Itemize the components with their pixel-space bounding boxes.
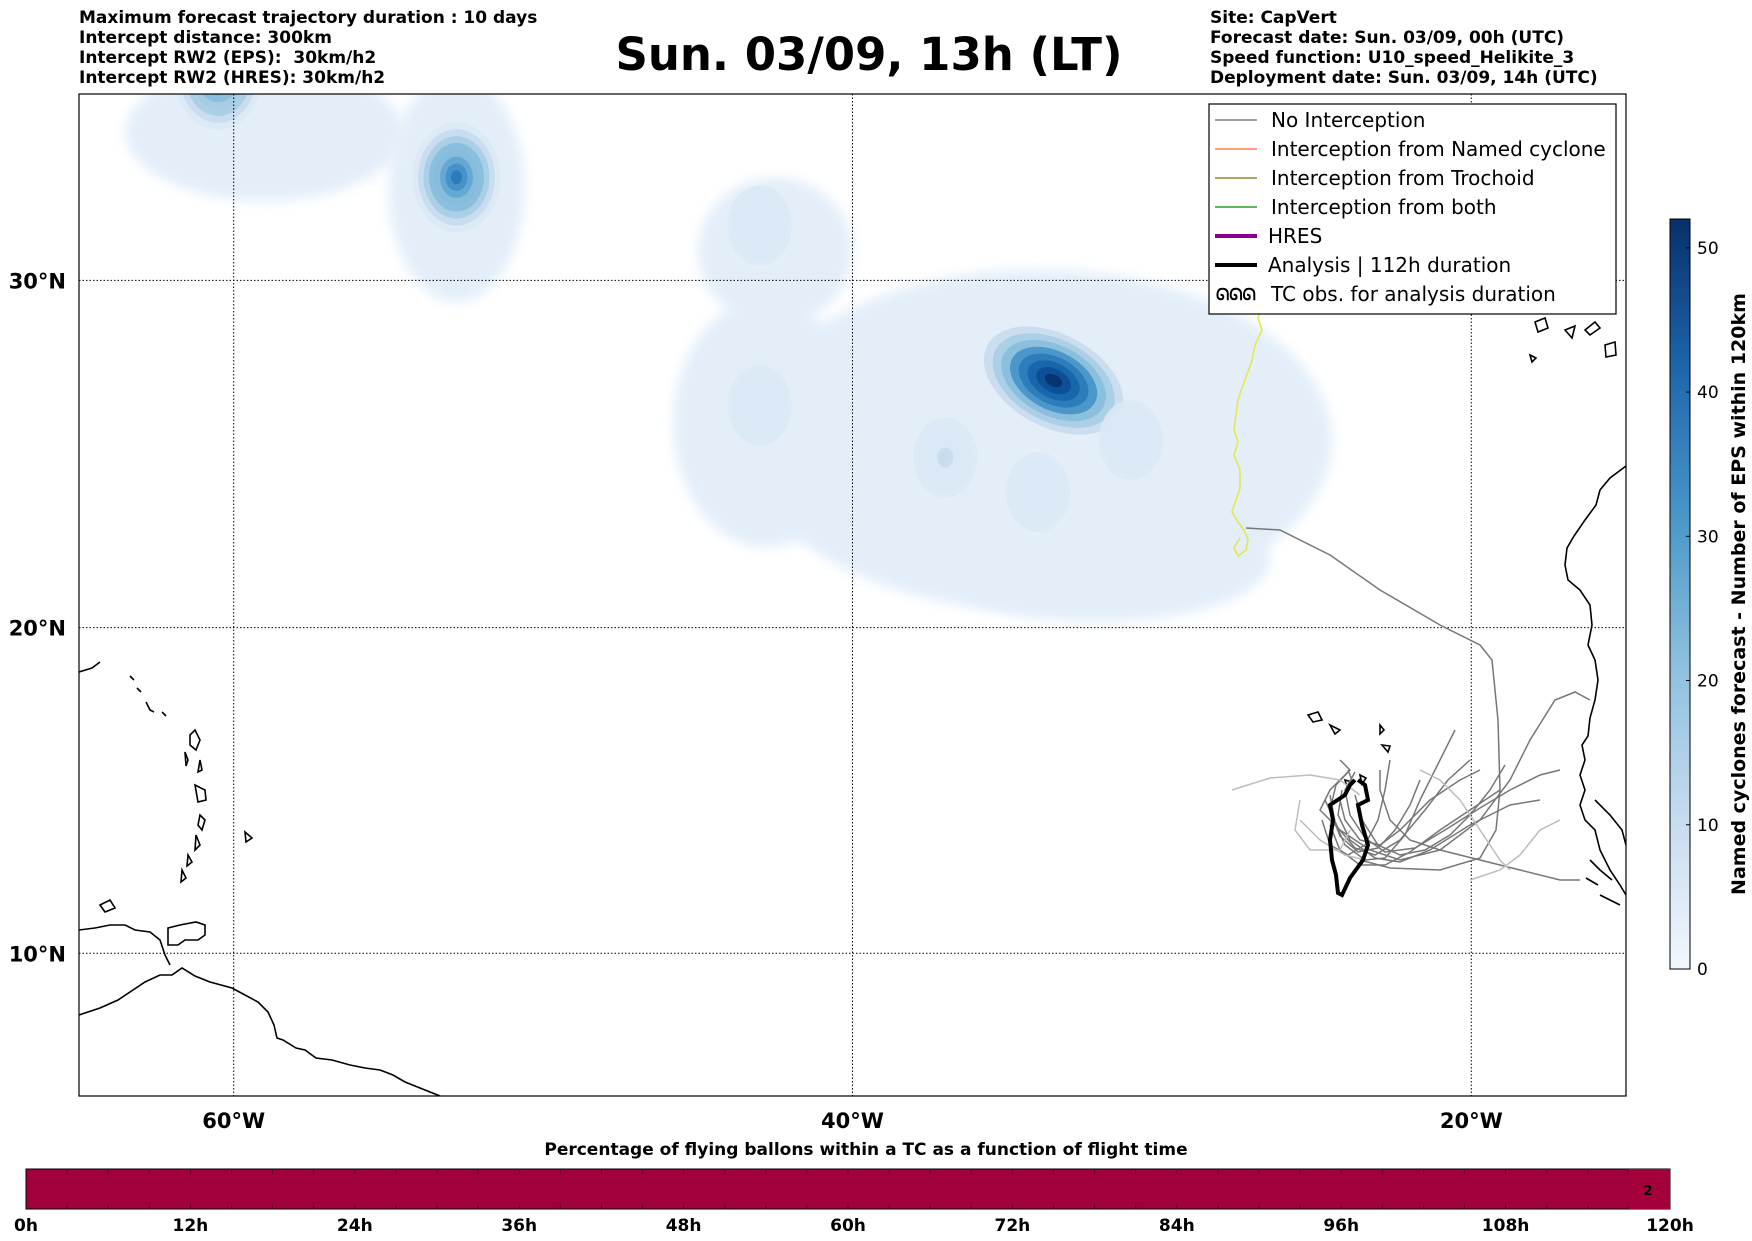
density-contour xyxy=(941,452,950,463)
density-contour xyxy=(212,94,225,96)
map-frame xyxy=(78,93,1627,1097)
colorbar-tick-label: 30 xyxy=(1697,527,1719,547)
header-right-line: Site: CapVert xyxy=(1210,8,1337,28)
density-contour xyxy=(1044,373,1063,388)
timeline-tick-label: 24h xyxy=(337,1216,373,1236)
density-contour xyxy=(1034,487,1043,498)
timeline-last-cell xyxy=(1629,1169,1670,1209)
colorbar-tick-label: 20 xyxy=(1697,672,1719,692)
trajectory-layer xyxy=(1231,527,1591,898)
header-left-line: Intercept distance: 300km xyxy=(79,28,332,48)
latitude-tick-label: 30°N xyxy=(9,269,66,293)
latitude-tick-label: 20°N xyxy=(9,617,66,641)
legend-item-label: Interception from Trochoid xyxy=(1271,166,1535,190)
colorbar-tick-label: 40 xyxy=(1697,383,1719,403)
trinidad-coast xyxy=(167,921,206,946)
timeline-tick-label: 0h xyxy=(14,1216,38,1236)
latitude-labels: 30°N 20°N 10°N xyxy=(9,269,66,966)
trajectory-line xyxy=(1337,789,1541,863)
longitude-tick-label: 40°W xyxy=(821,1109,884,1133)
header-left-line: Intercept RW2 (HRES): 30km/h2 xyxy=(79,68,386,88)
header-left-line: Maximum forecast trajectory duration : 1… xyxy=(79,8,538,28)
trajectory-line xyxy=(1469,819,1561,881)
legend-item-label: Interception from Named cyclone xyxy=(1271,137,1606,161)
legend-item-label: No Interception xyxy=(1271,108,1425,132)
colorbar: 0 10 20 30 40 50 Named cyclones forecast - Nu… xyxy=(1669,218,1750,980)
header-right-line: Deployment date: Sun. 03/09, 14h (UTC) xyxy=(1210,68,1598,88)
cape-verde-islands xyxy=(1306,711,1392,793)
header-right-line: Forecast date: Sun. 03/09, 00h (UTC) xyxy=(1210,28,1565,48)
trajectory-line xyxy=(1319,691,1591,861)
trajectory-line xyxy=(1231,774,1361,796)
trajectory-line xyxy=(1245,527,1501,871)
legend-item-label: TC obs. for analysis duration xyxy=(1270,282,1556,306)
legend-item-label: HRES xyxy=(1268,224,1322,248)
lesser-antilles xyxy=(98,728,254,913)
timeline-title: Percentage of flying ballons within a TC… xyxy=(544,1140,1187,1160)
header-right: Site: CapVert Forecast date: Sun. 03/09,… xyxy=(1210,8,1598,88)
timeline-bar xyxy=(25,1168,1671,1210)
legend-symbol-tc-obs: ᘏᘏᘏ xyxy=(1216,285,1256,304)
colorbar-label: Named cyclones forecast - Number of EPS … xyxy=(1728,293,1750,895)
trajectory-line xyxy=(1354,764,1506,856)
density-contour xyxy=(213,68,224,82)
header-right-line: Speed function: U10_speed_Helikite_3 xyxy=(1210,48,1575,68)
legend-item-label: Analysis | 112h duration xyxy=(1268,253,1511,277)
timeline-tick-label: 12h xyxy=(173,1216,209,1236)
timeline-tick-label: 36h xyxy=(501,1216,537,1236)
density-light-region xyxy=(929,498,1271,622)
virgin-islands xyxy=(79,661,167,717)
longitude-tick-label: 20°W xyxy=(1440,1109,1503,1133)
colorbar-gradient xyxy=(1669,218,1691,970)
legend-box xyxy=(1208,103,1617,315)
density-contour xyxy=(207,61,229,89)
timeline-tick-label: 60h xyxy=(830,1216,866,1236)
density-light-layer xyxy=(125,94,1333,622)
density-contour xyxy=(202,94,234,103)
density-contour xyxy=(755,400,764,411)
timeline-tick-label: 108h xyxy=(1482,1216,1530,1236)
colorbar-tick-label: 10 xyxy=(1697,816,1719,836)
colorbar-ticks: 0 10 20 30 40 50 xyxy=(1686,239,1719,980)
colorbar-tick-label: 0 xyxy=(1697,960,1708,980)
trajectory-line xyxy=(1329,769,1421,853)
map-area xyxy=(79,61,1626,1096)
longitude-labels: 60°W 40°W 20°W xyxy=(202,1109,1502,1133)
canary-islands xyxy=(1528,316,1617,364)
density-light-region xyxy=(125,94,404,202)
legend: No Interception Interception from Named c… xyxy=(1208,103,1617,315)
timeline: Percentage of flying ballons within a TC… xyxy=(14,1140,1694,1236)
timeline-tick-labels: 0h 12h 24h 36h 48h 60h 72h 84h 96h 108h 120h xyxy=(14,1216,1694,1236)
venezuela-coast xyxy=(79,924,171,966)
header-left-line: Intercept RW2 (EPS): 30km/h2 xyxy=(79,48,377,68)
south-america-coast xyxy=(79,967,441,1096)
timeline-tick-label: 48h xyxy=(666,1216,702,1236)
legend-item-label: Interception from both xyxy=(1271,195,1497,219)
header-left: Maximum forecast trajectory duration : 1… xyxy=(79,8,537,88)
density-contour xyxy=(450,170,462,185)
timeline-last-cell-label: 2 xyxy=(1643,1184,1652,1199)
trajectory-line xyxy=(1294,799,1351,851)
page-title-text: Sun. 03/09, 13h (LT) xyxy=(615,28,1123,81)
density-contour xyxy=(1126,435,1135,446)
trajectory-line xyxy=(1419,769,1511,871)
latitude-tick-label: 10°N xyxy=(9,942,66,966)
timeline-tick-label: 96h xyxy=(1323,1216,1359,1236)
africa-detail-coast xyxy=(1585,799,1626,906)
west-africa-coast xyxy=(1564,465,1626,896)
trochoid-track xyxy=(1231,289,1269,558)
density-contour xyxy=(755,220,764,231)
timeline-tick-label: 84h xyxy=(1159,1216,1195,1236)
longitude-tick-label: 60°W xyxy=(202,1109,265,1133)
page-title: Sun. 03/09, 13h (LT) xyxy=(0,28,1752,81)
timeline-gridlines xyxy=(66,1169,1630,1209)
colorbar-tick-label: 50 xyxy=(1697,239,1719,259)
density-core-layer xyxy=(177,61,1163,533)
timeline-tick-label: 120h xyxy=(1646,1216,1694,1236)
coastlines xyxy=(79,316,1626,1096)
timeline-tick-label: 72h xyxy=(995,1216,1031,1236)
analysis-track xyxy=(1327,778,1371,898)
